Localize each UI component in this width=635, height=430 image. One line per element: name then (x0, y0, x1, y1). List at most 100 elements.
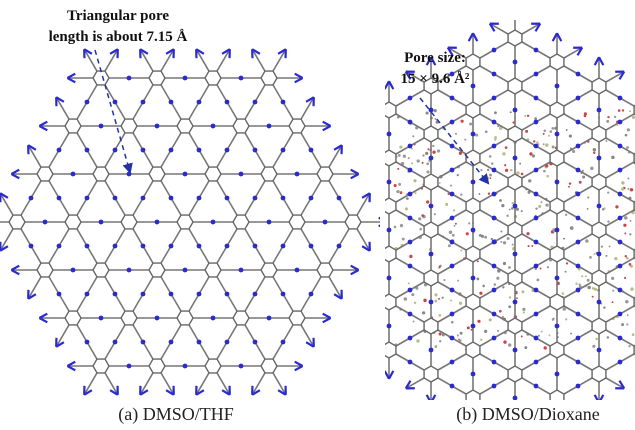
solvent (432, 145, 434, 147)
hexagon (261, 71, 277, 85)
cyano (492, 144, 497, 149)
solvent (477, 320, 480, 323)
solvent (592, 345, 595, 348)
solvent (629, 263, 632, 266)
solvent (521, 210, 523, 212)
solvent (549, 130, 552, 133)
cyano (450, 168, 455, 173)
cyano (343, 347, 347, 355)
solvent (548, 135, 550, 137)
solvent (565, 271, 567, 273)
hexagon (289, 119, 305, 133)
solvent (394, 184, 397, 187)
cyano (515, 9, 519, 17)
solvent (551, 127, 554, 130)
cyano (366, 264, 371, 269)
solvent (414, 302, 416, 304)
cyano (513, 156, 518, 161)
solvent (475, 134, 478, 137)
solvent (536, 278, 539, 281)
cyano (450, 264, 455, 269)
hexagon (205, 359, 221, 373)
annotation: length is about 7.15 Å (49, 29, 188, 45)
solvent (411, 293, 414, 296)
cyano (337, 244, 342, 249)
solvent (627, 188, 629, 190)
solvent (461, 120, 464, 123)
solvent (565, 318, 567, 320)
cyano (408, 168, 413, 173)
cyano (281, 148, 286, 153)
solvent (399, 191, 401, 193)
solvent (531, 245, 533, 247)
solvent (534, 117, 537, 120)
hexagon (550, 342, 564, 358)
cyano (253, 196, 258, 201)
solvent (569, 134, 572, 137)
cyano (267, 316, 272, 321)
solvent (427, 148, 429, 150)
cyano (141, 100, 146, 105)
cyano (322, 237, 327, 245)
solvent (439, 340, 441, 342)
solvent (562, 292, 565, 295)
cyano (618, 168, 623, 173)
solvent (615, 205, 618, 208)
solvent (605, 255, 607, 257)
cyano (127, 364, 132, 369)
solvent (612, 301, 614, 303)
solvent (476, 277, 479, 280)
cyano (345, 156, 350, 161)
bond (347, 110, 389, 134)
solvent (402, 238, 405, 241)
cyano (113, 148, 118, 153)
solvent (516, 208, 519, 211)
hexagon (382, 198, 396, 214)
cyano (337, 196, 342, 201)
hexagon (340, 126, 354, 142)
hexagon (466, 102, 480, 118)
hexagon (233, 215, 249, 229)
cyano (492, 72, 497, 77)
solvent (450, 299, 452, 301)
solvent (499, 199, 502, 202)
cyano (408, 264, 413, 269)
cyano (71, 172, 76, 177)
cyano (429, 156, 434, 161)
solvent (614, 116, 616, 118)
cyano (513, 60, 518, 65)
solvent (624, 233, 626, 235)
cyano (450, 240, 455, 245)
solvent (477, 260, 479, 262)
solvent (579, 181, 582, 184)
hexagon (592, 270, 606, 286)
solvent (422, 154, 424, 156)
cyano (492, 168, 497, 173)
solvent (441, 297, 443, 299)
solvent (504, 164, 506, 166)
cyano (576, 96, 581, 101)
solvent (485, 130, 488, 133)
cyano (183, 172, 188, 177)
cyano (534, 168, 539, 173)
cyano (99, 316, 104, 321)
solvent (426, 111, 429, 114)
hexagon (149, 263, 165, 277)
hexagon (65, 119, 81, 133)
solvent (482, 285, 485, 288)
solvent (501, 204, 504, 207)
hexagon (382, 150, 396, 166)
solvent (614, 257, 617, 260)
solvent (494, 283, 497, 286)
cyano (253, 100, 258, 105)
cyano (183, 268, 188, 273)
solvent (552, 145, 555, 148)
solvent (403, 155, 406, 158)
solvent (630, 188, 633, 191)
solvent (525, 130, 528, 133)
cyano (534, 96, 539, 101)
hexagon (424, 174, 438, 190)
cyano (141, 244, 146, 249)
hexagon (121, 311, 137, 325)
cyano (429, 204, 434, 209)
